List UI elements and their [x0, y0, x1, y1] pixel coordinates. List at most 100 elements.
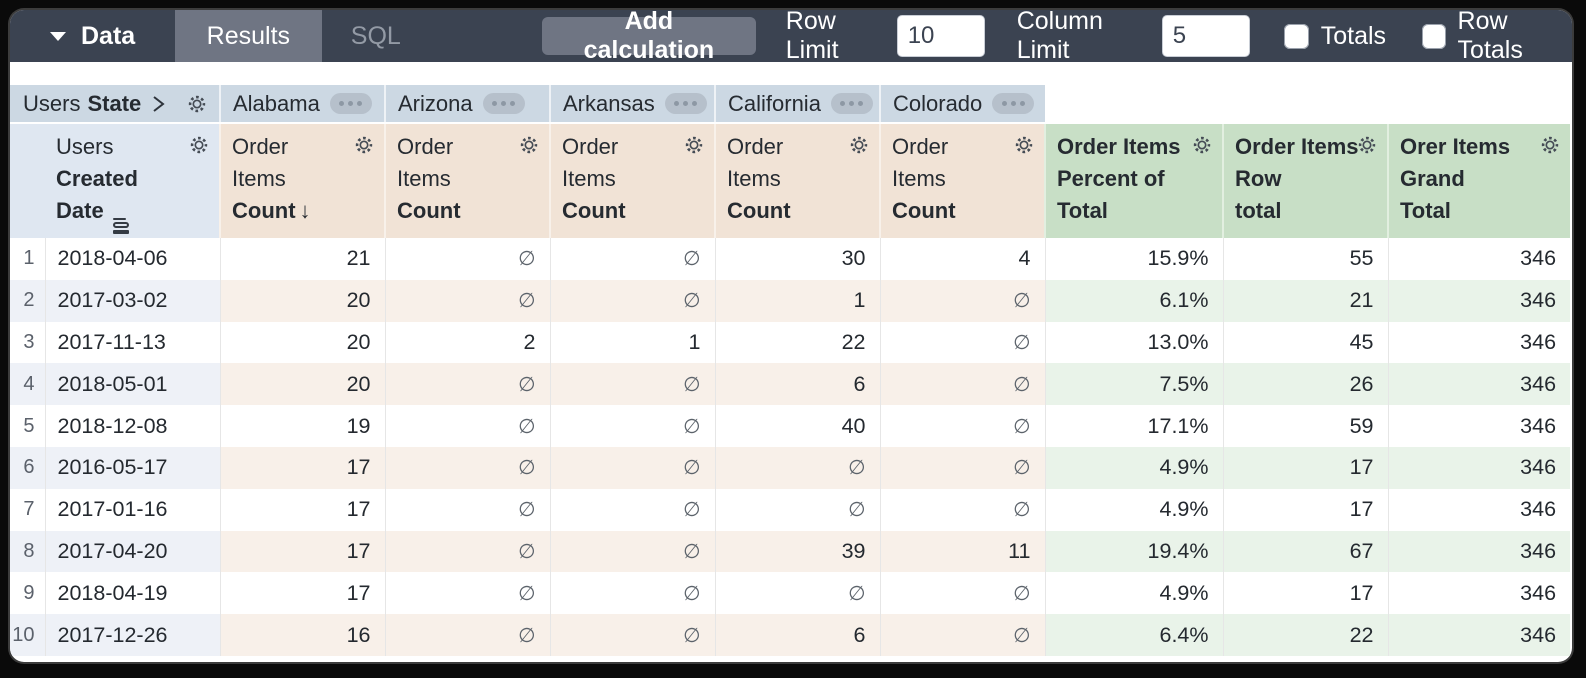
pivot-value-alabama[interactable]: Alabama	[219, 85, 385, 124]
pivot-value-arkansas[interactable]: Arkansas	[549, 85, 715, 124]
order-items-count-header-colorado[interactable]: Order Items Count	[879, 123, 1045, 238]
grand-total-cell[interactable]: 346	[1387, 530, 1571, 573]
count-cell-arkansas[interactable]: ∅	[549, 405, 715, 447]
count-cell-colorado[interactable]: ∅	[879, 321, 1045, 364]
count-cell-colorado[interactable]: ∅	[879, 446, 1045, 489]
count-cell-alabama[interactable]: 17	[219, 572, 385, 615]
count-cell-colorado[interactable]: ∅	[879, 488, 1045, 531]
date-cell[interactable]: 2018-05-01	[44, 363, 220, 406]
row-total-cell[interactable]: 17	[1222, 446, 1388, 489]
grand-total-cell[interactable]: 346	[1387, 488, 1571, 531]
count-cell-california[interactable]: 6	[714, 614, 880, 656]
count-cell-arizona[interactable]: 2	[384, 321, 550, 364]
count-cell-arkansas[interactable]: ∅	[549, 238, 715, 280]
percent-of-total-cell[interactable]: 17.1%	[1044, 405, 1223, 447]
ellipsis-menu-icon[interactable]	[482, 93, 525, 114]
count-cell-colorado[interactable]: ∅	[879, 279, 1045, 322]
row-total-cell[interactable]: 67	[1222, 530, 1388, 573]
add-calculation-button[interactable]: Add calculation	[542, 10, 756, 64]
data-menu[interactable]: Data	[10, 10, 175, 62]
row-total-cell[interactable]: 21	[1222, 279, 1388, 322]
ellipsis-menu-icon[interactable]	[992, 93, 1035, 114]
grand-total-cell[interactable]: 346	[1387, 614, 1571, 656]
gear-icon[interactable]	[186, 93, 208, 115]
date-cell[interactable]: 2017-12-26	[44, 614, 220, 656]
gear-icon[interactable]	[1539, 133, 1561, 155]
row-total-cell[interactable]: 55	[1222, 238, 1388, 280]
date-cell[interactable]: 2018-04-19	[44, 572, 220, 615]
count-cell-colorado[interactable]: 4	[879, 238, 1045, 280]
count-cell-colorado[interactable]: ∅	[879, 405, 1045, 447]
percent-of-total-cell[interactable]: 4.9%	[1044, 446, 1223, 489]
count-cell-arizona[interactable]: ∅	[384, 446, 550, 489]
order-items-count-header-california[interactable]: Order Items Count	[714, 123, 880, 238]
pivot-value-arizona[interactable]: Arizona	[384, 85, 550, 124]
date-cell[interactable]: 2017-11-13	[44, 321, 220, 364]
percent-of-total-cell[interactable]: 19.4%	[1044, 530, 1223, 573]
date-cell[interactable]: 2017-03-02	[44, 279, 220, 322]
pivot-dimension-header[interactable]: Users State	[10, 85, 220, 124]
percent-of-total-cell[interactable]: 6.4%	[1044, 614, 1223, 656]
date-cell[interactable]: 2018-04-06	[44, 238, 220, 280]
count-cell-alabama[interactable]: 17	[219, 488, 385, 531]
row-limit-input[interactable]	[896, 15, 985, 57]
count-cell-alabama[interactable]: 19	[219, 405, 385, 447]
row-total-cell[interactable]: 45	[1222, 321, 1388, 364]
grand-total-cell[interactable]: 346	[1387, 572, 1571, 615]
count-cell-arizona[interactable]: ∅	[384, 488, 550, 531]
column-limit-input[interactable]	[1161, 15, 1250, 57]
percent-of-total-cell[interactable]: 7.5%	[1044, 363, 1223, 406]
count-cell-california[interactable]: 6	[714, 363, 880, 406]
row-totals-checkbox[interactable]	[1422, 23, 1446, 49]
ellipsis-menu-icon[interactable]	[329, 93, 372, 114]
date-cell[interactable]: 2017-01-16	[44, 488, 220, 531]
gear-icon[interactable]	[683, 133, 705, 155]
date-cell[interactable]: 2018-12-08	[44, 405, 220, 447]
order-items-count-header-arkansas[interactable]: Order Items Count	[549, 123, 715, 238]
count-cell-arkansas[interactable]: ∅	[549, 488, 715, 531]
count-cell-colorado[interactable]: ∅	[879, 363, 1045, 406]
percent-of-total-cell[interactable]: 4.9%	[1044, 488, 1223, 531]
count-cell-alabama[interactable]: 16	[219, 614, 385, 656]
grand-total-cell[interactable]: 346	[1387, 363, 1571, 406]
count-cell-california[interactable]: ∅	[714, 446, 880, 489]
row-total-cell[interactable]: 17	[1222, 488, 1388, 531]
ellipsis-menu-icon[interactable]	[830, 93, 873, 114]
count-cell-colorado[interactable]: ∅	[879, 614, 1045, 656]
date-granularity-icon[interactable]	[112, 217, 129, 234]
count-cell-alabama[interactable]: 20	[219, 363, 385, 406]
count-cell-arkansas[interactable]: ∅	[549, 614, 715, 656]
order-items-count-header-arizona[interactable]: Order Items Count	[384, 123, 550, 238]
gear-icon[interactable]	[518, 133, 540, 155]
gear-icon[interactable]	[353, 133, 375, 155]
count-cell-arkansas[interactable]: ∅	[549, 363, 715, 406]
gear-icon[interactable]	[1013, 133, 1035, 155]
count-cell-california[interactable]: 22	[714, 321, 880, 364]
count-cell-california[interactable]: 30	[714, 238, 880, 280]
gear-icon[interactable]	[848, 133, 870, 155]
count-cell-arizona[interactable]: ∅	[384, 572, 550, 615]
count-cell-arizona[interactable]: ∅	[384, 279, 550, 322]
count-cell-alabama[interactable]: 21	[219, 238, 385, 280]
grand-total-cell[interactable]: 346	[1387, 321, 1571, 364]
count-cell-california[interactable]: ∅	[714, 572, 880, 615]
count-cell-alabama[interactable]: 20	[219, 279, 385, 322]
count-cell-arkansas[interactable]: 1	[549, 321, 715, 364]
percent-of-total-cell[interactable]: 4.9%	[1044, 572, 1223, 615]
percent-of-total-cell[interactable]: 6.1%	[1044, 279, 1223, 322]
count-cell-arizona[interactable]: ∅	[384, 614, 550, 656]
percent-of-total-header[interactable]: Order Items Percent of Total	[1044, 123, 1223, 238]
count-cell-california[interactable]: 39	[714, 530, 880, 573]
row-total-cell[interactable]: 17	[1222, 572, 1388, 615]
count-cell-alabama[interactable]: 20	[219, 321, 385, 364]
grand-total-cell[interactable]: 346	[1387, 405, 1571, 447]
row-total-cell[interactable]: 26	[1222, 363, 1388, 406]
row-total-cell[interactable]: 22	[1222, 614, 1388, 656]
pivot-value-colorado[interactable]: Colorado	[879, 85, 1045, 124]
count-cell-california[interactable]: 40	[714, 405, 880, 447]
order-items-count-header-alabama[interactable]: Order Items Count ↓	[219, 123, 385, 238]
row-total-cell[interactable]: 59	[1222, 405, 1388, 447]
grand-total-cell[interactable]: 346	[1387, 279, 1571, 322]
tab-sql[interactable]: SQL	[322, 10, 431, 62]
count-cell-colorado[interactable]: ∅	[879, 572, 1045, 615]
